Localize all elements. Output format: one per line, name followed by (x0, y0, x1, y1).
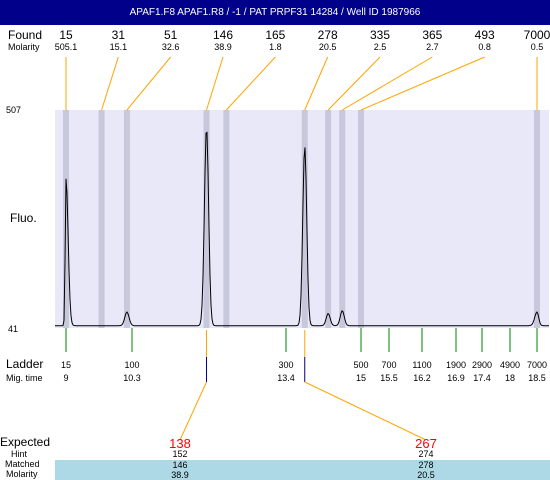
peak-band (325, 110, 332, 328)
page-title: APAF1.F8 APAF1.R8 / -1 / PAT PRPF31 1428… (129, 7, 421, 18)
peak-band (358, 110, 364, 328)
ladder-ticks (65, 328, 538, 352)
found-size-label: 51 (164, 28, 178, 42)
ladder-time-label: 15.5 (380, 373, 398, 383)
matched-band (55, 460, 550, 480)
found-molarity-label: 32.6 (162, 42, 180, 52)
ladder-size-label: 100 (124, 360, 139, 370)
found-molarity-label: 2.5 (374, 42, 387, 52)
hint-value: 274 (418, 449, 433, 459)
found-size-label: 335 (370, 28, 390, 42)
ladder-time-label: 13.4 (277, 373, 295, 383)
fluorescence-trace (55, 131, 549, 327)
matched-value: 278 (418, 460, 433, 470)
found-size-label: 165 (265, 28, 285, 42)
y-tick-max: 507 (6, 105, 21, 115)
ladder-row-label: Ladder (6, 357, 43, 371)
found-connector (341, 56, 433, 111)
molarity2-row-label: Molarity (6, 469, 38, 479)
found-molarity-label: 15.1 (110, 42, 128, 52)
ladder-time-label: 18.5 (528, 373, 546, 383)
ladder-size-label: 500 (353, 360, 368, 370)
ladder-time-label: 16.9 (447, 373, 465, 383)
found-connector (101, 56, 119, 111)
ladder-time-label: 17.4 (473, 373, 491, 383)
ladder-size-label: 2900 (472, 360, 492, 370)
found-connector (126, 56, 172, 111)
peak-band (534, 110, 540, 328)
expected-value: 138 (169, 436, 191, 451)
found-size-label: 365 (422, 28, 442, 42)
ladder-size-label: 700 (381, 360, 396, 370)
ladder-time-label: 18 (505, 373, 515, 383)
ladder-time-label: 9 (63, 373, 68, 383)
found-size-label: 7000 (524, 28, 550, 42)
expected-value: 267 (415, 436, 437, 451)
expected-connector (304, 381, 427, 441)
title-bar: APAF1.F8 APAF1.R8 / -1 / PAT PRPF31 1428… (0, 0, 550, 25)
found-connector (206, 56, 224, 111)
found-connector (304, 56, 329, 111)
peak-band (301, 110, 308, 328)
matched-value: 146 (172, 460, 187, 470)
found-connector (327, 56, 381, 111)
matched-molarity-value: 20.5 (417, 470, 435, 480)
peak-band (98, 110, 105, 328)
ladder-time-label: 15 (356, 373, 366, 383)
matched-row-label: Matched (5, 459, 40, 469)
found-row-label: Found (8, 28, 42, 42)
peak-band (203, 110, 210, 328)
ladder-time-label: 10.3 (123, 373, 141, 383)
ladder-size-label: 300 (278, 360, 293, 370)
expected-connectors (179, 330, 427, 441)
molarity-row-label: Molarity (8, 42, 40, 52)
hint-value: 152 (172, 449, 187, 459)
hint-row-label: Hint (11, 449, 28, 459)
found-connectors (65, 56, 538, 111)
ladder-time-label: 16.2 (413, 373, 431, 383)
found-size-label: 493 (475, 28, 495, 42)
found-connector (360, 56, 485, 111)
found-size-label: 31 (112, 28, 126, 42)
found-molarity-label: 20.5 (319, 42, 337, 52)
fluo-axis-label: Fluo. (10, 211, 37, 225)
found-molarity-label: 1.8 (269, 42, 282, 52)
found-molarity-label: 0.8 (478, 42, 491, 52)
found-size-label: 15 (59, 28, 73, 42)
y-tick-min: 41 (8, 324, 18, 334)
found-molarity-label: 38.9 (214, 42, 232, 52)
electropherogram-chart: Found Molarity Fluo. Ladder Mig. time Ex… (0, 28, 550, 480)
found-molarity-label: 0.5 (531, 42, 544, 52)
ladder-size-label: 1100 (412, 360, 431, 370)
ladder-size-label: 15 (61, 360, 71, 370)
expected-row-label: Expected (0, 435, 50, 449)
found-molarity-label: 505.1 (55, 42, 78, 52)
peak-band (223, 110, 230, 328)
found-connector (226, 56, 276, 111)
expected-connector (179, 381, 207, 441)
peak-band (339, 110, 346, 328)
ladder-size-label: 4900 (500, 360, 520, 370)
found-molarity-label: 2.7 (426, 42, 439, 52)
peak-band (123, 110, 130, 328)
ladder-labels: 15 9 100 10.3 300 13.4 500 15 700 15.5 1100 16.2 190… (61, 360, 547, 383)
found-size-label: 278 (318, 28, 338, 42)
matched-molarity-value: 38.9 (171, 470, 189, 480)
migtime-row-label: Mig. time (6, 373, 43, 383)
found-size-label: 146 (213, 28, 233, 42)
ladder-size-label: 1900 (446, 360, 466, 370)
ladder-size-label: 7000 (527, 360, 547, 370)
